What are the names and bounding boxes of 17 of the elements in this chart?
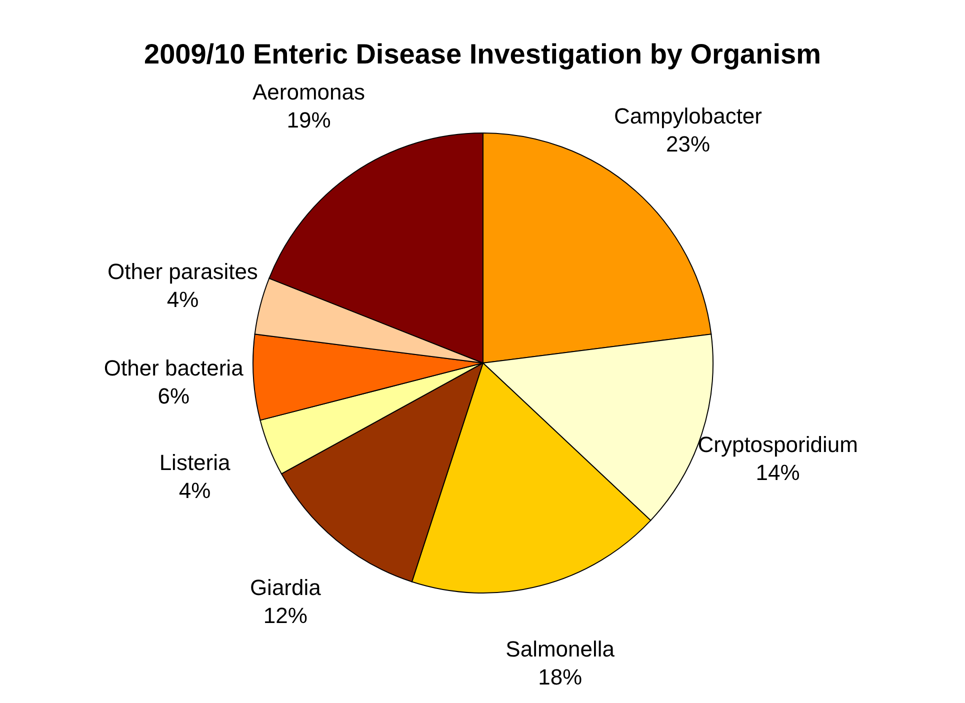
- slice-label: Aeromonas: [252, 80, 366, 105]
- chart-title: 2009/10 Enteric Disease Investigation by Organism: [144, 38, 821, 70]
- slice-label: Giardia: [250, 574, 322, 600]
- data-label: 4%: [166, 286, 199, 312]
- data-label: 4%: [178, 478, 211, 504]
- slice-label: Other bacteria: [104, 355, 244, 380]
- slice-label: Salmonella: [506, 636, 616, 662]
- slice-label: Cryptosporidium: [698, 432, 858, 457]
- data-label: 18%: [538, 664, 582, 690]
- data-label: 14%: [756, 460, 800, 485]
- data-label: 6%: [158, 383, 190, 408]
- slice-label: Other parasites: [108, 258, 258, 284]
- slice-label: Listeria: [159, 450, 231, 476]
- data-label: 19%: [286, 108, 331, 133]
- data-label: 12%: [263, 602, 308, 628]
- slice-label: Campylobacter: [614, 103, 762, 128]
- data-label: 23%: [666, 131, 710, 156]
